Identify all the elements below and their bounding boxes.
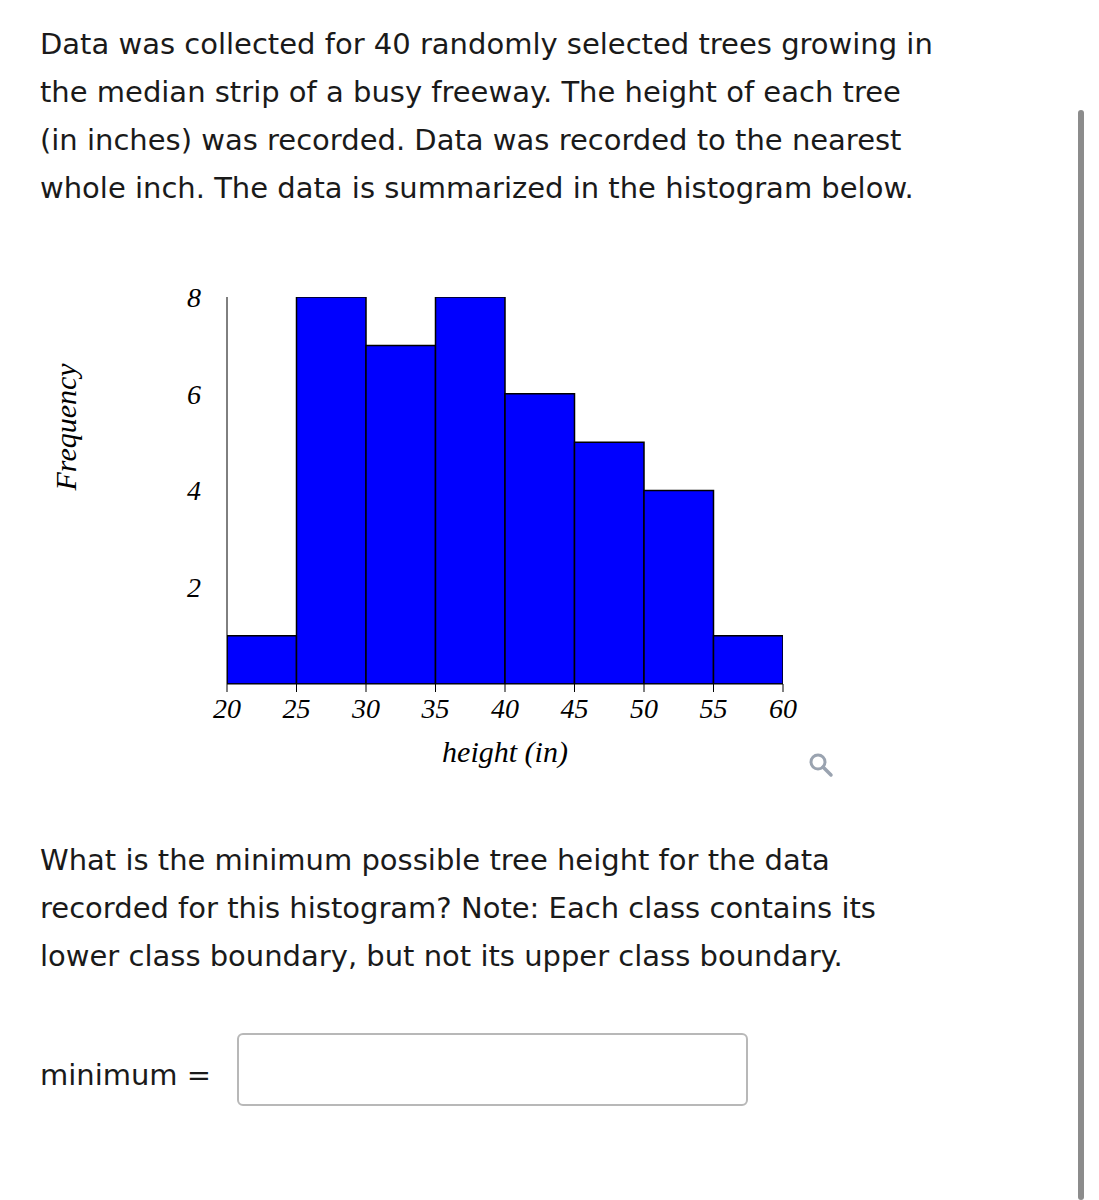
html-text:the median strip of a busy fre: the median strip of a busy freeway. The …: [40, 75, 901, 109]
svg-text:30: 30: [351, 693, 380, 724]
svg-text:2: 2: [187, 572, 201, 603]
html-text:lower class boundary, but not: lower class boundary, but not its upper …: [40, 939, 843, 973]
svg-text:55: 55: [700, 693, 728, 724]
html-text:Data was collected for 40 rand: Data was collected for 40 randomly selec…: [40, 27, 933, 61]
html-text:What is the minimum possible t: What is the minimum possible tree height…: [40, 843, 830, 877]
svg-text:8: 8: [187, 282, 201, 313]
svg-text:25: 25: [283, 693, 311, 724]
svg-text:35: 35: [421, 693, 450, 724]
svg-text:45: 45: [561, 693, 589, 724]
html-text:whole inch. The data is summar: whole inch. The data is summarized in th…: [40, 171, 914, 205]
svg-text:40: 40: [491, 693, 519, 724]
svg-text:4: 4: [187, 475, 201, 506]
html-text:recorded for this histogram? N: recorded for this histogram? Note: Each …: [40, 891, 876, 925]
html-text:(in inches) was recorded. Data: (in inches) was recorded. Data was recor…: [40, 123, 902, 157]
svg-text:50: 50: [630, 693, 658, 724]
svg-text:Frequency: Frequency: [49, 363, 82, 492]
svg-text:60: 60: [769, 693, 797, 724]
html-text:minimum =: minimum =: [40, 1058, 212, 1092]
svg-text:height (in): height (in): [442, 735, 568, 769]
svg-text:20: 20: [213, 693, 241, 724]
svg-text:6: 6: [187, 379, 201, 410]
